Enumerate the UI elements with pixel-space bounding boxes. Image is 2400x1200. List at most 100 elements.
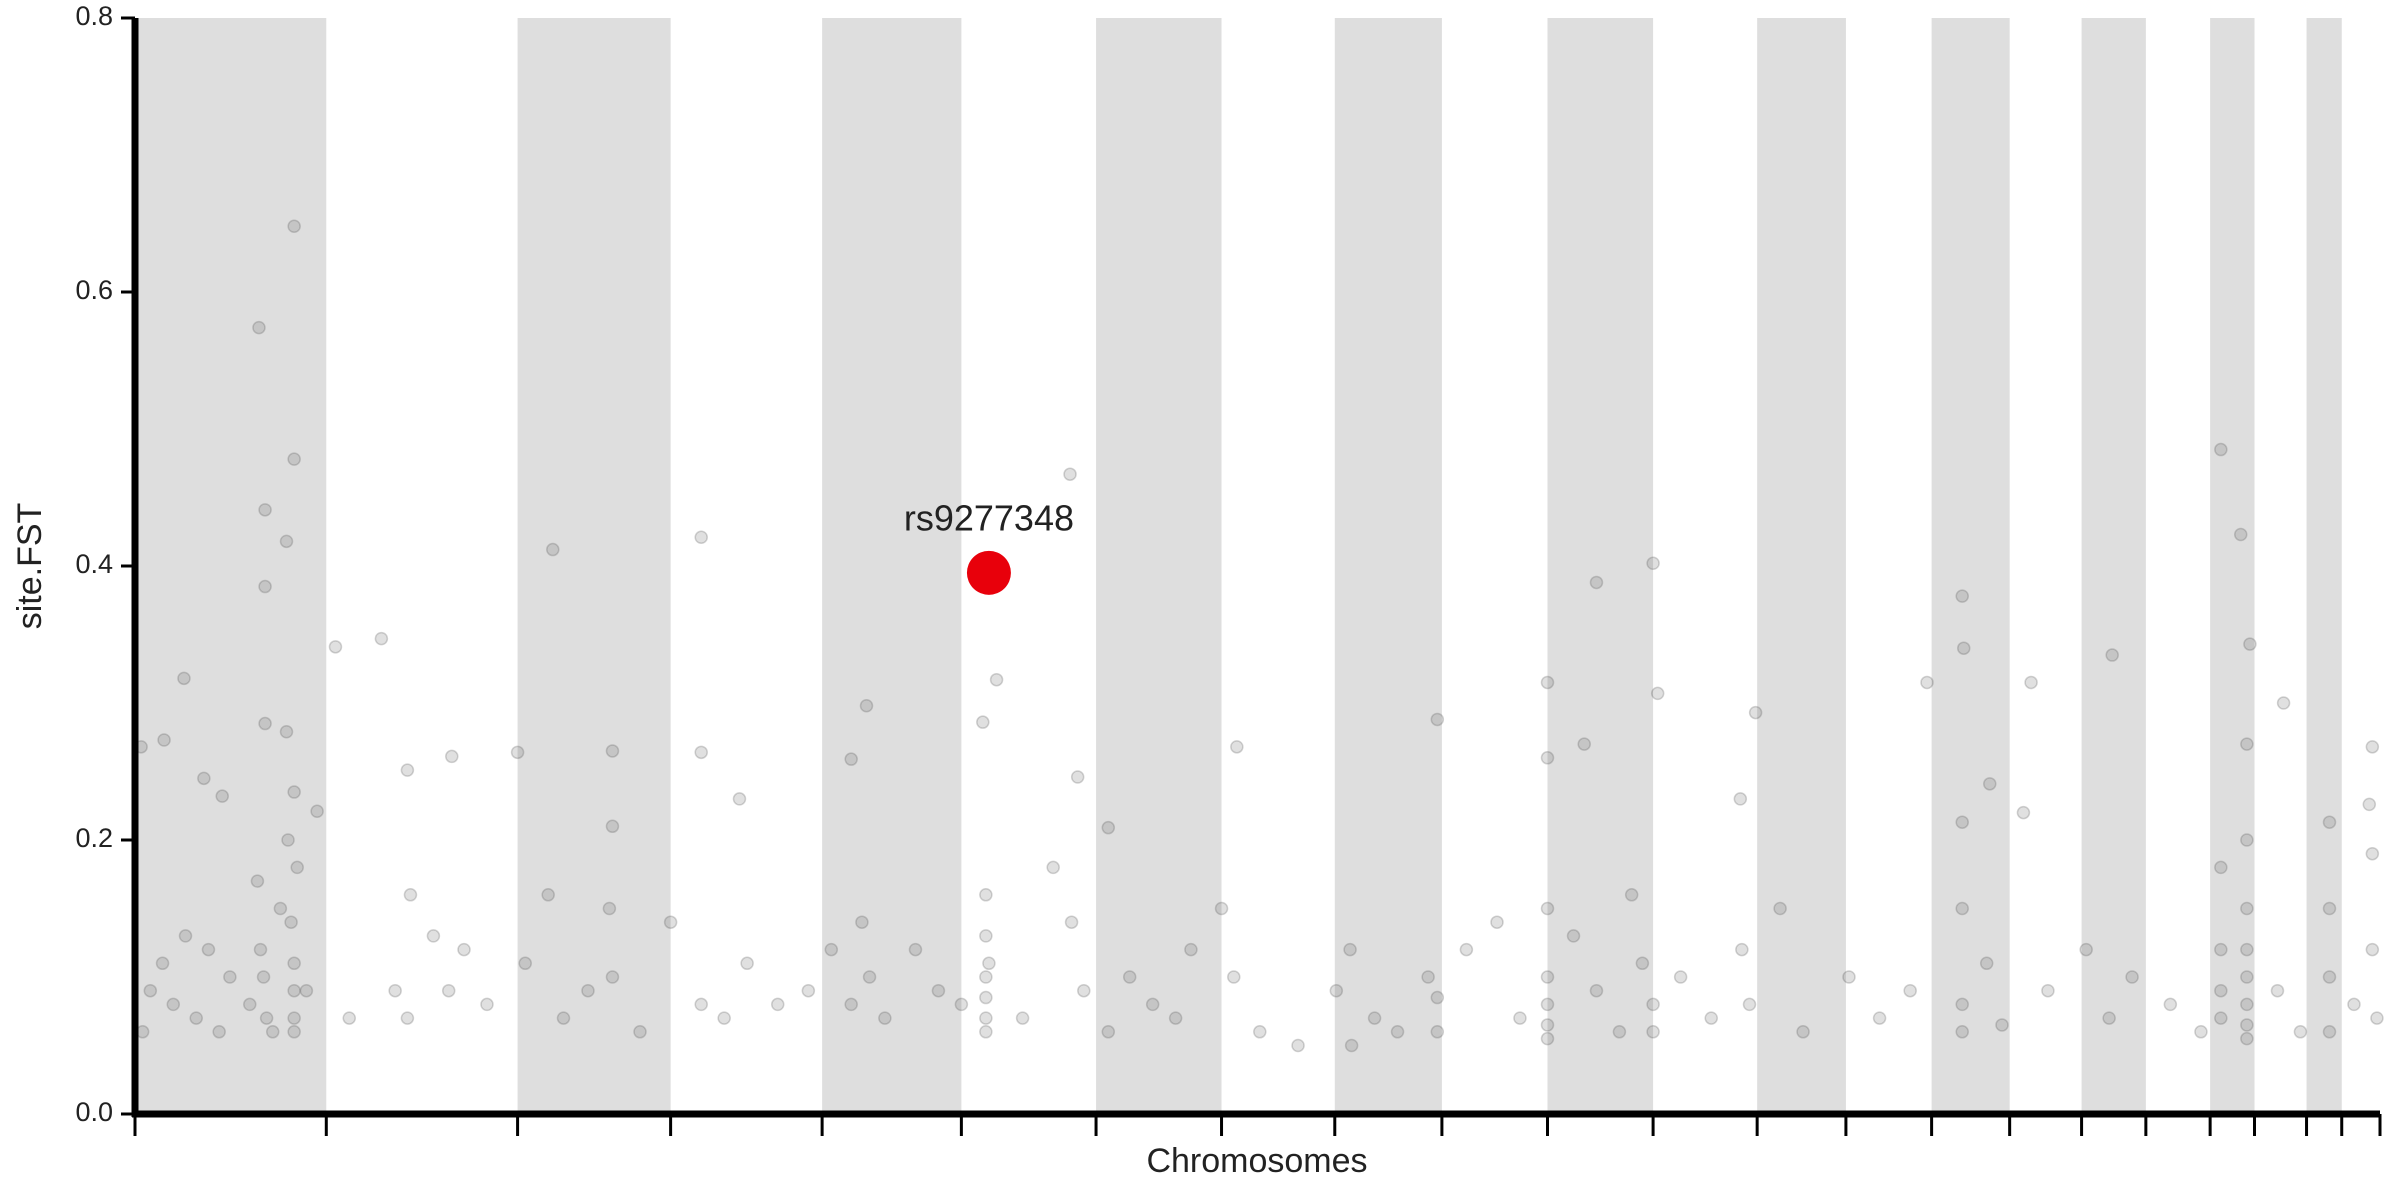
point — [157, 733, 171, 747]
point — [2240, 970, 2254, 984]
point — [1673, 970, 1688, 984]
point — [602, 901, 617, 916]
point — [770, 997, 785, 1012]
point — [1430, 990, 1445, 1005]
point — [1540, 1018, 1555, 1032]
point — [1920, 675, 1934, 690]
point — [212, 1025, 226, 1039]
point — [1214, 901, 1229, 916]
point — [287, 452, 301, 466]
point — [1430, 712, 1445, 727]
chromosome-band — [1334, 18, 1442, 1114]
point — [1344, 1038, 1359, 1053]
point — [1983, 777, 1997, 791]
point — [1101, 1025, 1116, 1039]
point — [546, 542, 560, 557]
point — [1955, 901, 1969, 916]
point — [287, 983, 301, 998]
point — [426, 929, 441, 943]
chromosome-band — [135, 18, 327, 1114]
point — [878, 1011, 892, 1025]
point — [1650, 686, 1665, 701]
point — [717, 1011, 731, 1025]
point — [1646, 556, 1660, 571]
chromosome-band — [2081, 18, 2146, 1114]
highlight-point — [966, 550, 1011, 595]
point — [287, 785, 301, 799]
point — [1903, 983, 1917, 998]
point — [1046, 860, 1060, 875]
point — [299, 983, 314, 998]
point — [2270, 983, 2285, 998]
point — [581, 983, 595, 998]
point — [1748, 705, 1763, 720]
point — [989, 672, 1004, 687]
point — [694, 745, 708, 760]
point — [1589, 575, 1604, 590]
point — [1955, 1025, 1969, 1039]
point — [281, 833, 295, 847]
point — [510, 745, 525, 760]
point — [2240, 901, 2254, 916]
point — [1367, 1011, 1382, 1025]
chromosome-band — [1096, 18, 1222, 1114]
highlight-label: rs9277348 — [904, 497, 1074, 538]
point — [1704, 1011, 1718, 1025]
point — [2240, 833, 2254, 847]
point — [2322, 901, 2337, 916]
point — [253, 942, 268, 957]
point — [1635, 956, 1650, 971]
point — [1842, 970, 1856, 984]
point — [663, 915, 678, 929]
point — [2347, 997, 2361, 1012]
point — [954, 997, 969, 1012]
point — [258, 579, 272, 594]
point — [801, 983, 816, 998]
point — [1773, 901, 1787, 916]
point — [1540, 970, 1555, 984]
chromosome-band — [822, 18, 962, 1114]
point — [1624, 888, 1639, 902]
y-tick-label: 0.4 — [75, 549, 113, 579]
point — [287, 219, 301, 233]
point — [694, 530, 708, 544]
point — [2041, 983, 2055, 998]
point — [1015, 1011, 1030, 1025]
point — [1995, 1018, 2009, 1032]
point — [1122, 970, 1137, 984]
point — [1956, 641, 1971, 655]
point — [2102, 1011, 2116, 1025]
point — [1077, 983, 1091, 998]
point — [279, 534, 294, 549]
point — [1589, 983, 1604, 998]
point — [388, 983, 402, 998]
point — [2365, 846, 2380, 861]
point — [2240, 1031, 2254, 1046]
point — [1184, 942, 1198, 957]
point — [979, 990, 993, 1005]
point — [824, 942, 839, 957]
point — [605, 819, 620, 834]
point — [2024, 675, 2038, 690]
point — [143, 983, 158, 998]
point — [1796, 1025, 1810, 1039]
point — [1955, 997, 1969, 1012]
point — [2233, 527, 2248, 542]
point — [400, 763, 415, 777]
point — [740, 956, 754, 971]
point — [223, 970, 237, 984]
point — [2240, 1018, 2254, 1032]
point — [2194, 1025, 2208, 1039]
point — [178, 929, 193, 943]
y-axis-label: site.FST — [11, 503, 49, 630]
point — [979, 1011, 993, 1025]
y-tick-label: 0.2 — [75, 823, 113, 853]
point — [403, 888, 418, 902]
point — [1540, 751, 1555, 765]
point — [931, 983, 946, 998]
point — [633, 1025, 647, 1039]
point — [1646, 1025, 1660, 1039]
point — [1540, 997, 1555, 1012]
point — [1955, 815, 1969, 829]
point — [1291, 1038, 1305, 1053]
